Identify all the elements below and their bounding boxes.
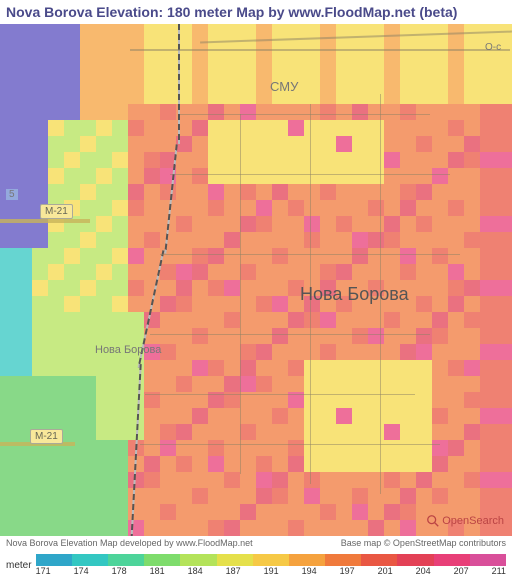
legend-tick: 204 [416,566,431,576]
legend-segment [253,554,289,566]
legend-tick: 178 [112,566,127,576]
legend-tick: 191 [264,566,279,576]
heatmap-grid [0,24,512,536]
footer-left: Nova Borova Elevation Map developed by w… [6,538,253,548]
legend-segment [434,554,470,566]
legend-tick: 201 [378,566,393,576]
legend-segment [36,554,72,566]
elevation-legend: meter 171 174 178 181 184 187 191 194 197 201 204 2… [0,550,512,580]
legend-tick: 207 [454,566,469,576]
map-footer: Nova Borova Elevation Map developed by w… [0,536,512,550]
legend-segment [217,554,253,566]
legend-segment [108,554,144,566]
opensearch-label: OpenSearch [442,515,504,527]
opensearch-button[interactable]: OpenSearch [426,514,504,528]
legend-tick: 197 [340,566,355,576]
legend-ticks: 171 174 178 181 184 187 191 194 197 201 204 207 211 [36,566,506,576]
legend-segment [325,554,361,566]
legend-segment [180,554,216,566]
legend-segment [470,554,506,566]
legend-tick: 187 [226,566,241,576]
magnifier-icon [426,514,440,528]
page-title: Nova Borova Elevation: 180 meter Map by … [0,0,512,24]
elevation-map[interactable]: Нова Борова Нова Борова СМУ О-с 5 M-21 M… [0,24,512,536]
legend-tick: 181 [150,566,165,576]
footer-right: Base map © OpenStreetMap contributors [341,538,506,548]
legend-tick: 171 [36,566,51,576]
legend-tick: 211 [492,566,506,576]
legend-segment [144,554,180,566]
legend-unit: meter [6,560,32,571]
legend-tick: 184 [188,566,203,576]
legend-segment [72,554,108,566]
legend-segment [397,554,433,566]
legend-tick: 194 [302,566,317,576]
legend-tick: 174 [74,566,89,576]
legend-segment [361,554,397,566]
legend-segment [289,554,325,566]
legend-colorbar [36,554,506,566]
